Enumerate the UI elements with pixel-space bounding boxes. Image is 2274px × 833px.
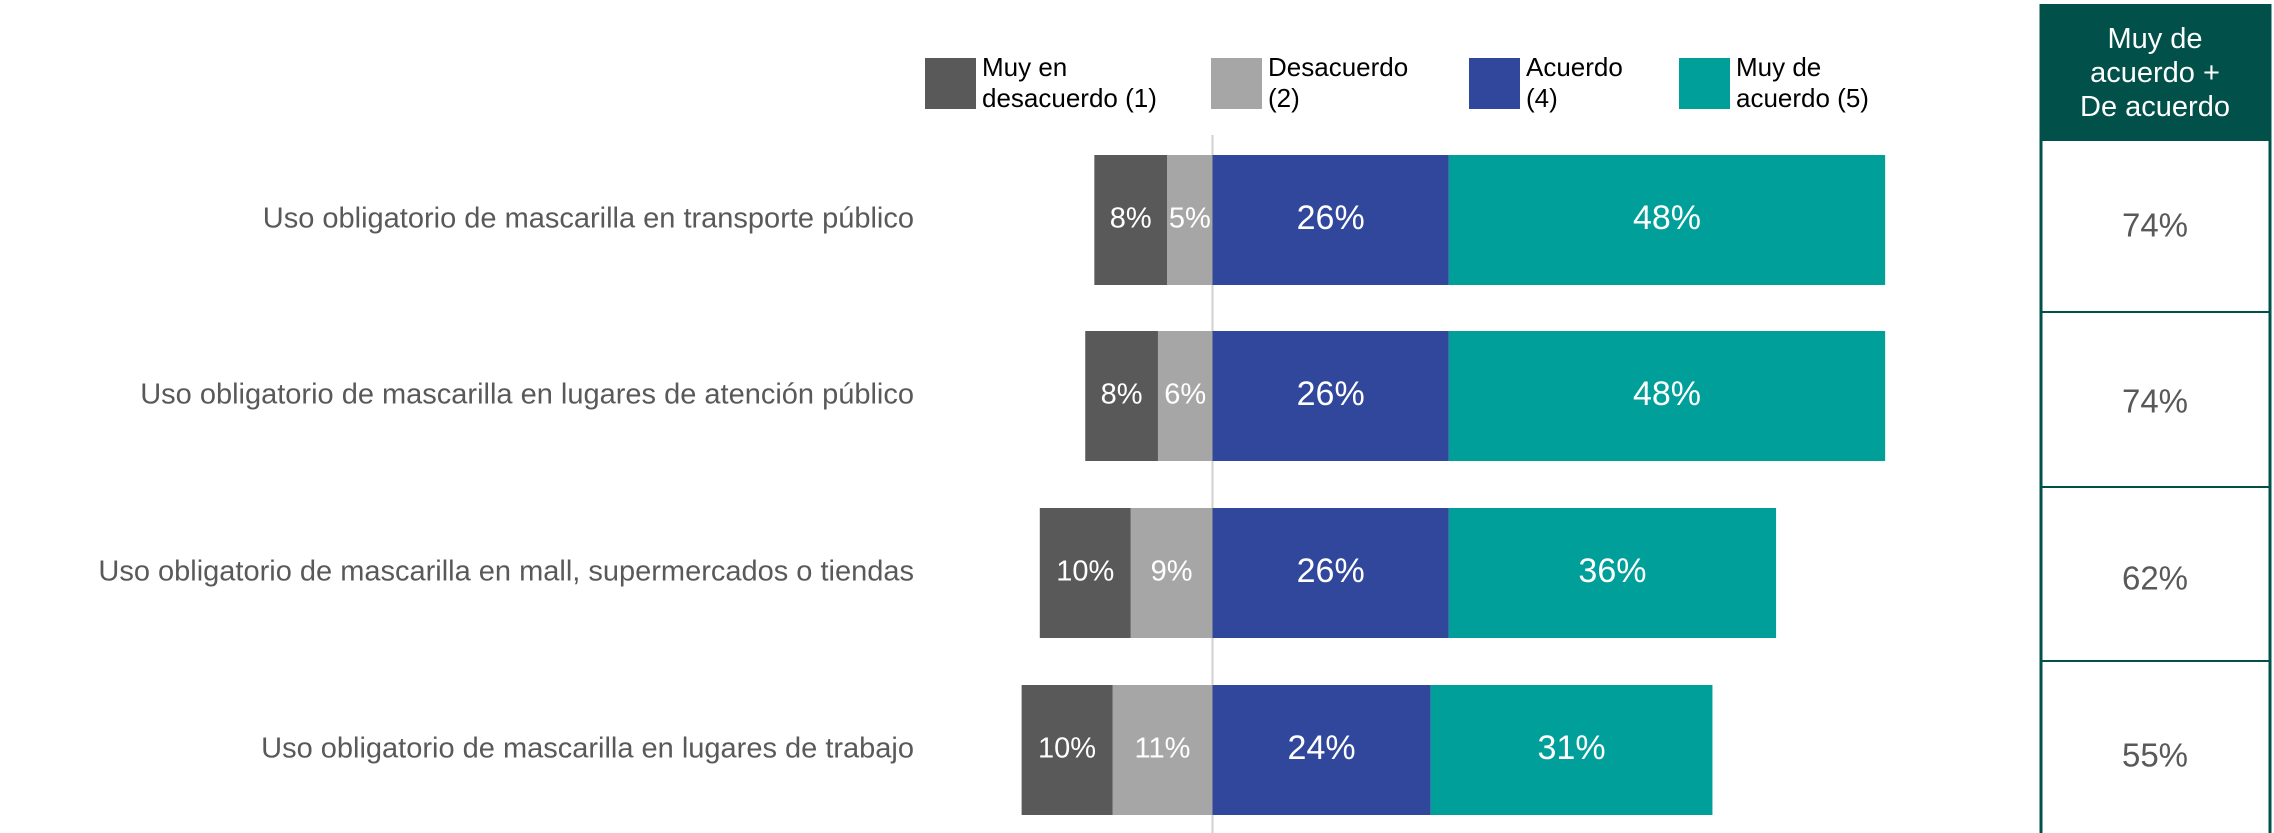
legend-swatch — [1679, 58, 1730, 109]
total-value: 74% — [2122, 207, 2188, 244]
category-label: Uso obligatorio de mascarilla en lugares… — [140, 379, 914, 411]
data-label: 48% — [1633, 199, 1701, 237]
category-label: Uso obligatorio de mascarilla en lugares… — [261, 733, 914, 765]
legend-label: Acuerdo (4) — [1526, 52, 1623, 113]
table-header: Muy de acuerdo + De acuerdo — [2040, 4, 2270, 141]
data-label: 11% — [1135, 733, 1191, 765]
bar-segment — [1212, 508, 1449, 638]
bar-segment — [1448, 331, 1886, 461]
bar-segment — [1039, 508, 1131, 638]
total-value: 62% — [2122, 560, 2188, 597]
data-label: 8% — [1110, 203, 1152, 235]
data-label: 9% — [1151, 556, 1193, 588]
bar-segment — [1157, 331, 1213, 461]
data-label: 26% — [1297, 375, 1365, 413]
bar-segment — [1112, 685, 1213, 815]
data-label: 24% — [1288, 729, 1356, 767]
legend-swatch — [1211, 58, 1262, 109]
bar-segment — [1448, 508, 1777, 638]
data-label: 26% — [1297, 199, 1365, 237]
data-label: 5% — [1169, 203, 1211, 235]
bar-segment — [1212, 155, 1449, 285]
bar-segment — [1167, 155, 1213, 285]
data-label: 48% — [1633, 375, 1701, 413]
data-label: 36% — [1578, 552, 1646, 590]
bar-segment — [1021, 685, 1113, 815]
total-value: 74% — [2122, 383, 2188, 420]
data-label: 31% — [1538, 729, 1606, 767]
category-label: Uso obligatorio de mascarilla en mall, s… — [98, 556, 914, 588]
legend-label: Desacuerdo (2) — [1268, 52, 1409, 113]
data-label: 10% — [1056, 556, 1114, 588]
bar-segment — [1094, 155, 1168, 285]
bar-segment — [1448, 155, 1886, 285]
bar-segment — [1212, 331, 1449, 461]
bar-segment — [1130, 508, 1213, 638]
bar-segment — [1212, 685, 1431, 815]
legend-swatch — [1469, 58, 1520, 109]
data-label: 10% — [1038, 733, 1096, 765]
table-header-text: Muy de acuerdo + De acuerdo — [2080, 22, 2230, 123]
legend-label: Muy en desacuerdo (1) — [982, 52, 1157, 113]
bar-segment — [1085, 331, 1158, 461]
data-label: 6% — [1164, 379, 1206, 411]
data-label: 26% — [1297, 552, 1365, 590]
data-label: 8% — [1101, 379, 1143, 411]
bar-segment — [1430, 685, 1713, 815]
legend-swatch — [925, 58, 976, 109]
category-label: Uso obligatorio de mascarilla en transpo… — [263, 203, 914, 235]
legend-label: Muy de acuerdo (5) — [1736, 52, 1869, 113]
total-value: 55% — [2122, 737, 2188, 774]
